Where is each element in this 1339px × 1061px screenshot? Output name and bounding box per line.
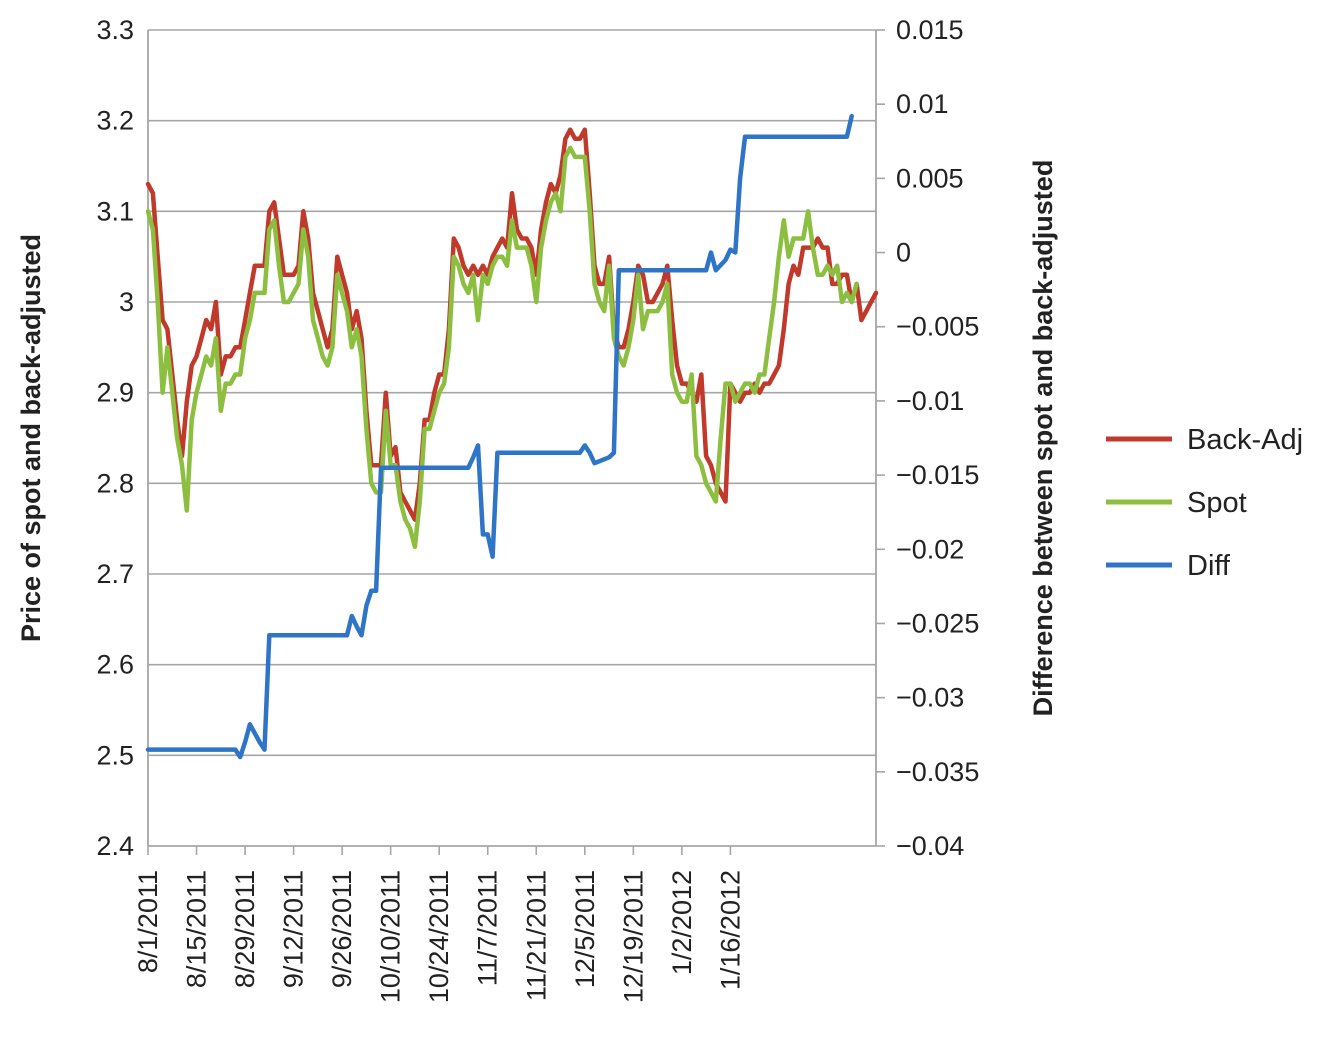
y-tick-label: 2.4	[96, 831, 134, 861]
y-tick-label: 3.3	[96, 15, 134, 45]
y-tick-label: 2.5	[96, 740, 134, 770]
series-lines	[145, 113, 879, 760]
y2-axis-title: Difference between spot and back-adjuste…	[1028, 160, 1058, 717]
x-tick-label: 1/16/2012	[715, 870, 745, 990]
y-tick-label: 3.2	[96, 106, 134, 136]
x-tick-label: 12/5/2011	[570, 870, 600, 988]
x-tick-label: 10/10/2011	[376, 870, 406, 1003]
y-tick-label: 2.7	[96, 559, 134, 589]
legend-label: Back-Adj	[1187, 424, 1303, 456]
y2-tick-label: 0	[896, 238, 911, 268]
series-line-diff	[145, 113, 854, 760]
x-tick-label: 9/26/2011	[327, 870, 357, 988]
legend-label: Diff	[1187, 550, 1231, 582]
series-line-spot	[145, 145, 859, 550]
y2-tick-label: 0.015	[896, 15, 964, 45]
x-tick-label: 8/29/2011	[230, 870, 260, 988]
x-tick-label: 8/1/2011	[133, 870, 163, 973]
y2-tick-label: −0.04	[896, 831, 964, 861]
x-tick-label: 9/12/2011	[279, 870, 309, 988]
y-tick-label: 2.8	[96, 468, 134, 498]
y-axis-title: Price of spot and back-adjusted	[16, 234, 46, 642]
x-tick-label: 10/24/2011	[424, 870, 454, 1003]
y2-tick-label: 0.01	[896, 89, 949, 119]
y2-tick-label: −0.025	[896, 608, 979, 638]
y2-tick-label: −0.03	[896, 683, 964, 713]
x-tick-label: 11/7/2011	[473, 870, 503, 986]
y2-tick-label: 0.005	[896, 163, 964, 193]
legend: Back-Adj Spot Diff	[1106, 424, 1303, 582]
y2-tick-label: −0.015	[896, 460, 979, 490]
tick-labels: 2.4 2.5 2.6 2.7 2.8 2.9 3 3.1 3.2 3.3 −0.04 −0.035 −…	[96, 15, 979, 1003]
y2-tick-label: −0.035	[896, 757, 979, 787]
y-tick-label: 3.1	[96, 196, 134, 226]
x-tick-label: 1/2/2012	[667, 870, 697, 975]
y2-tick-label: −0.02	[896, 534, 964, 564]
x-tick-label: 11/21/2011	[521, 870, 551, 1001]
legend-label: Spot	[1187, 487, 1247, 519]
x-tick-label: 8/15/2011	[182, 870, 212, 988]
y-tick-label: 3	[119, 287, 134, 317]
y2-tick-label: −0.01	[896, 386, 964, 416]
series-line-back-adj	[145, 127, 879, 522]
y-tick-label: 2.9	[96, 378, 134, 408]
axes	[147, 29, 885, 855]
x-tick-label: 12/19/2011	[618, 870, 648, 1003]
y-tick-label: 2.6	[96, 650, 134, 680]
y2-tick-label: −0.005	[896, 312, 979, 342]
